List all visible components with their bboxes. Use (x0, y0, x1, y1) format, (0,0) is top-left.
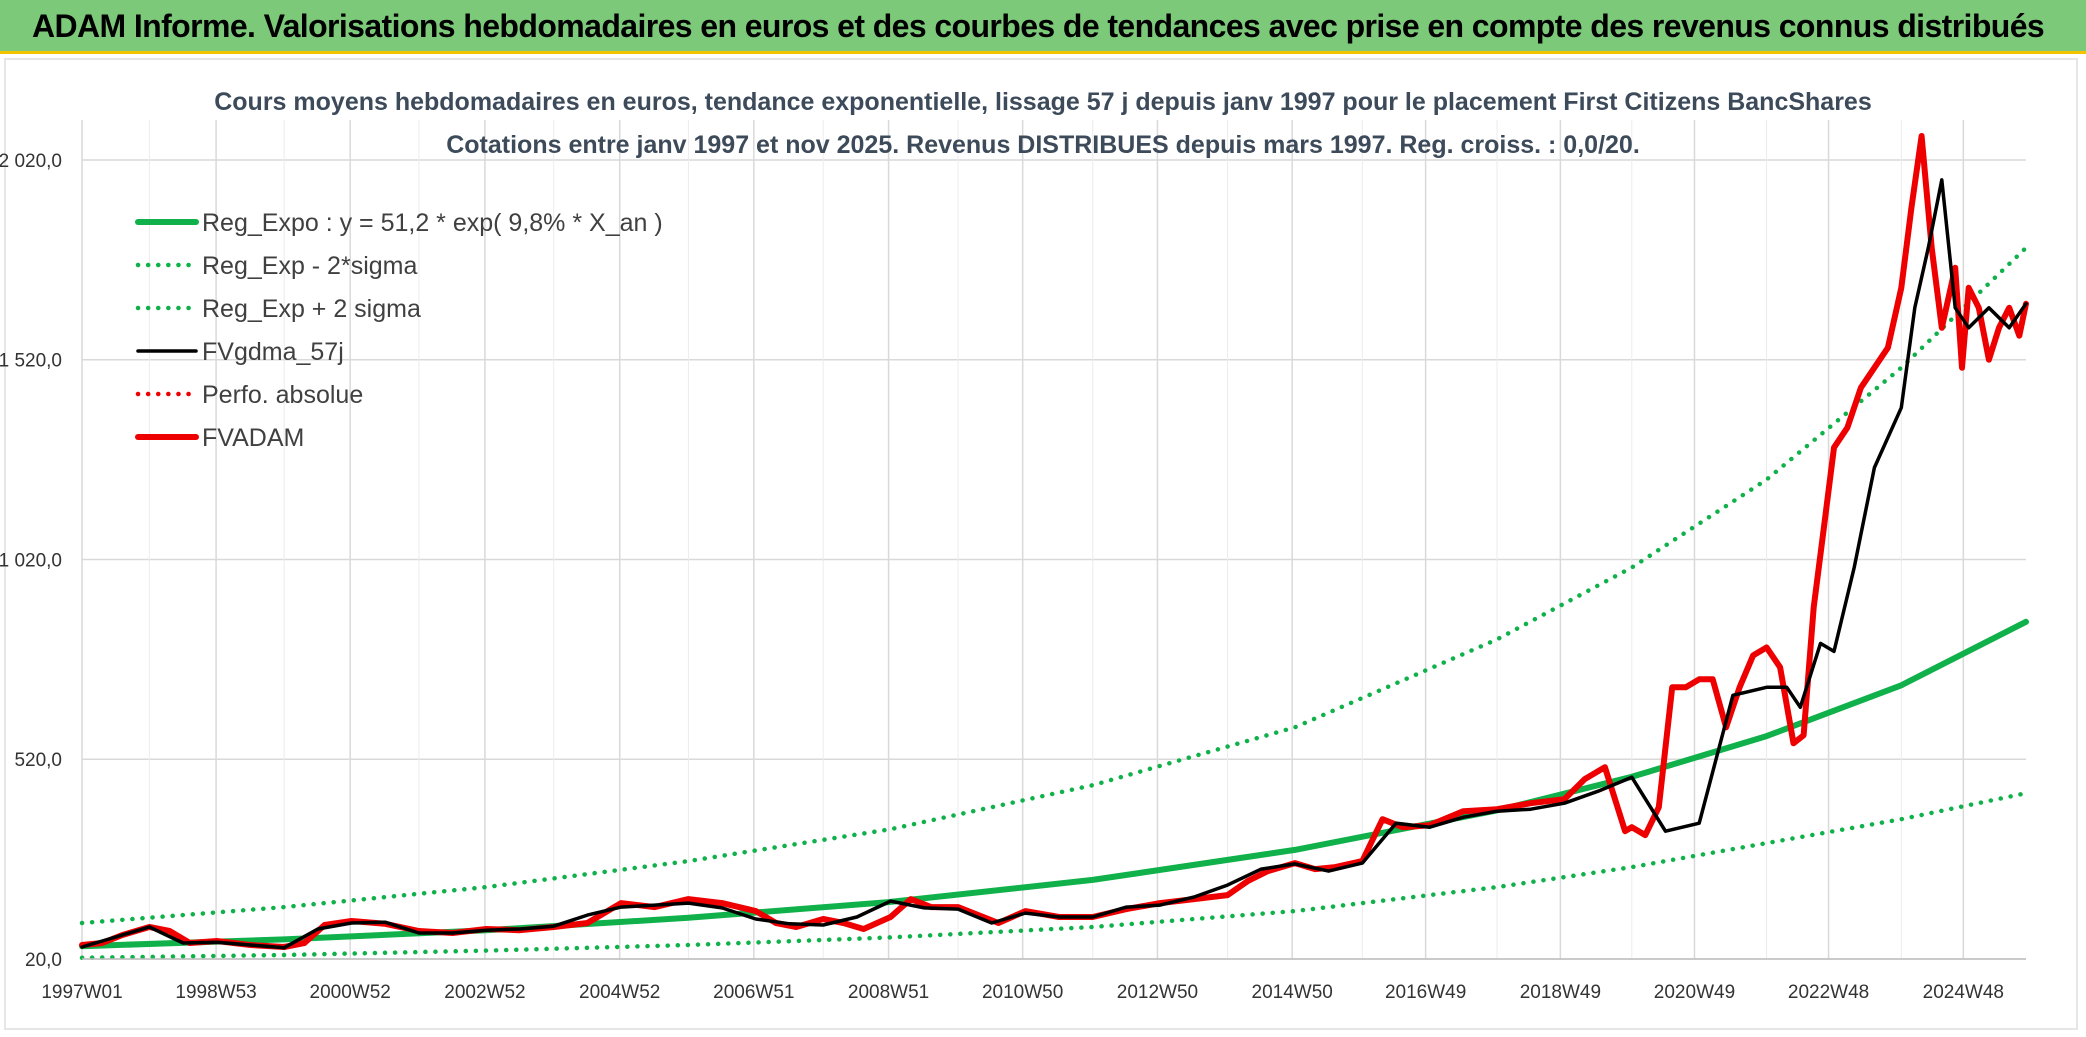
legend-label-2: Reg_Exp + 2 sigma (202, 295, 421, 323)
x-tick-label: 2018W49 (1520, 982, 1601, 1003)
legend-label-3: FVgdma_57j (202, 338, 344, 366)
y-tick-label: 2 020,0 (0, 151, 62, 172)
y-tick-label: 1 520,0 (0, 351, 62, 372)
chart-subtitle: Cotations entre janv 1997 et nov 2025. R… (446, 131, 1640, 159)
grid-lines (81, 120, 2026, 960)
y-tick-label: 20,0 (25, 950, 62, 971)
report-banner: ADAM Informe. Valorisations hebdomadaire… (0, 0, 2086, 54)
series-line-1 (79, 790, 2029, 961)
x-tick-label: 2012W50 (1117, 982, 1198, 1003)
x-tick-label: 2022W48 (1788, 982, 1869, 1003)
x-tick-label: 2010W50 (982, 982, 1063, 1003)
chart-frame (4, 58, 2078, 1030)
series-line-2 (79, 245, 2029, 926)
x-tick-label: 2014W50 (1252, 982, 1333, 1003)
x-tick-label: 1998W53 (175, 982, 256, 1003)
x-tick-label: 2000W52 (310, 982, 391, 1003)
y-tick-labels: 20,0 520,0 1 020,0 1 520,0 2 020,0 (0, 151, 62, 971)
legend-label-1: Reg_Exp - 2*sigma (202, 252, 417, 280)
chart-title: Cours moyens hebdomadaires en euros, ten… (214, 88, 1872, 116)
series-lines (79, 133, 2029, 961)
y-tick-label: 520,0 (14, 750, 62, 771)
x-tick-label: 1997W01 (41, 982, 122, 1003)
y-tick-label: 1 020,0 (0, 550, 62, 571)
legend-label-5: FVADAM (202, 424, 304, 452)
report-title: ADAM Informe. Valorisations hebdomadaire… (32, 8, 2045, 44)
series-line-3 (80, 178, 2028, 950)
x-tick-label: 2016W49 (1385, 982, 1466, 1003)
x-tick-label: 2004W52 (579, 982, 660, 1003)
legend: Reg_Expo : y = 51,2 * exp( 9,8% * X_an )… (135, 209, 663, 452)
x-tick-label: 2002W52 (444, 982, 525, 1003)
x-tick-label: 2008W51 (848, 982, 929, 1003)
x-tick-labels: 1997W01 1998W53 2000W52 2002W52 2004W52 2006W… (41, 982, 2004, 1003)
x-tick-label: 2024W48 (1923, 982, 2004, 1003)
legend-label-0: Reg_Expo : y = 51,2 * exp( 9,8% * X_an ) (202, 209, 663, 237)
x-tick-label: 2020W49 (1654, 982, 1735, 1003)
legend-label-4: Perfo. absolue (202, 381, 363, 409)
x-tick-label: 2006W51 (713, 982, 794, 1003)
